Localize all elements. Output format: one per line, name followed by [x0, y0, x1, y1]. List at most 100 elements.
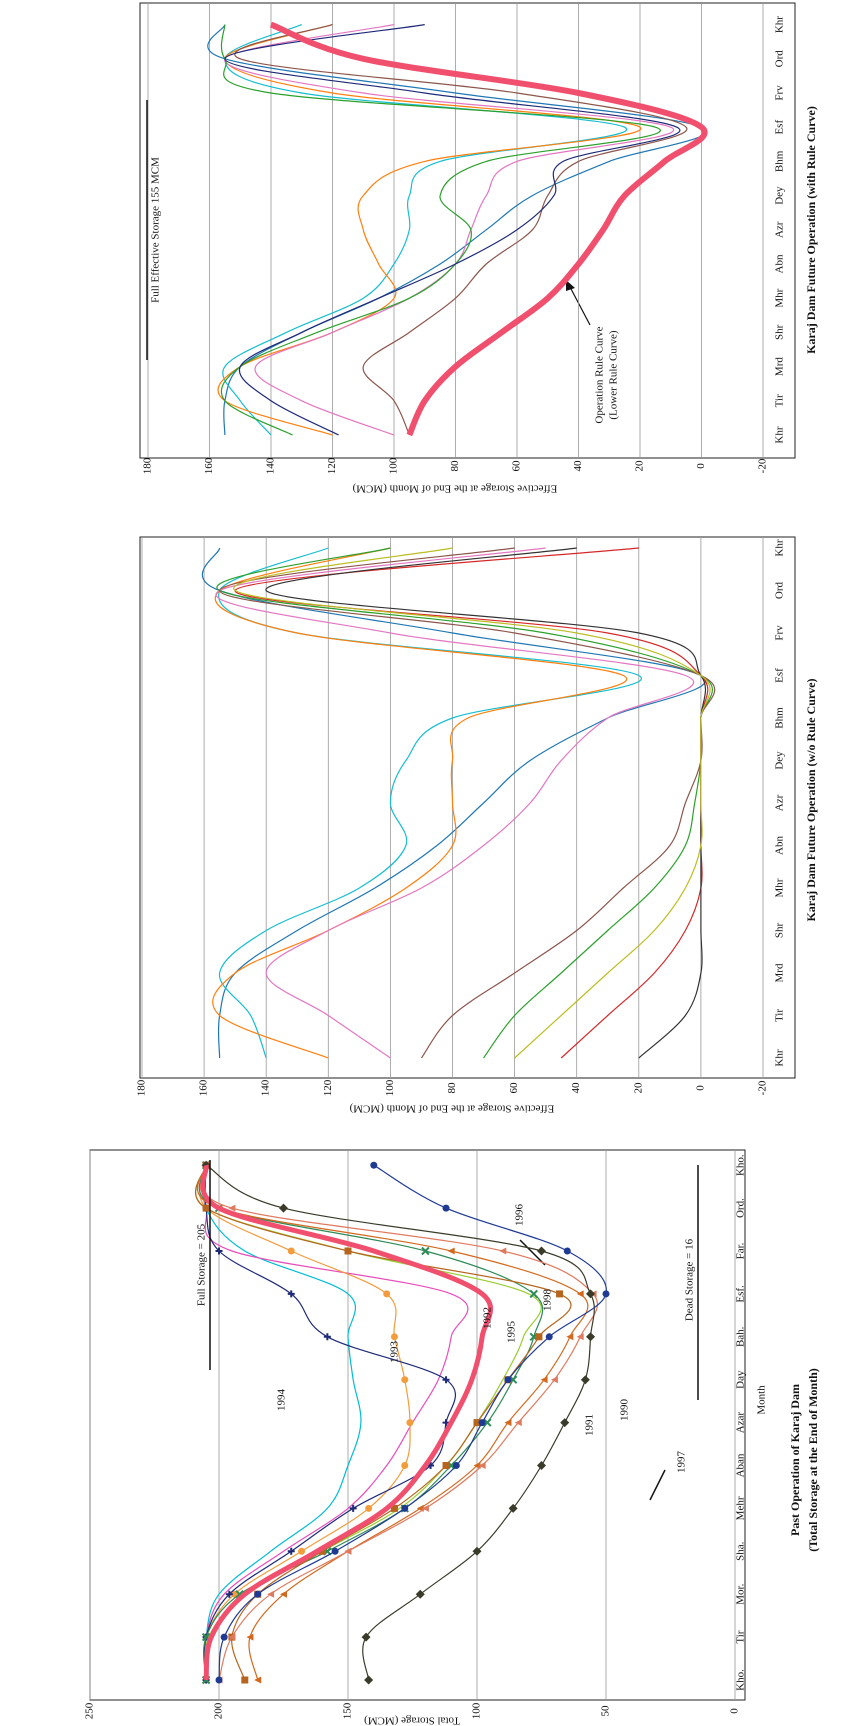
x-tick-label: Mhr — [774, 288, 786, 307]
y-tick-label: 0 — [729, 1708, 741, 1714]
marker — [361, 1632, 371, 1642]
marker — [215, 1247, 223, 1255]
marker — [344, 1247, 352, 1255]
y-tick-label: 50 — [600, 1705, 612, 1717]
x-tick-label: Sha. — [735, 1541, 747, 1561]
plot-frame — [139, 2, 796, 459]
x-tick-label: Esf. — [735, 1285, 747, 1303]
x-tick-label: Mrd — [774, 963, 786, 982]
series-line — [203, 1165, 469, 1681]
series-line — [224, 24, 681, 436]
x-tick-label: Mhr — [774, 878, 786, 897]
chart-title: Past Operation of Karaj Dam — [788, 1384, 802, 1536]
y-tick-label: 120 — [326, 457, 338, 474]
marker — [537, 1246, 546, 1256]
marker — [401, 1462, 409, 1469]
annotation: 1993 — [389, 1341, 401, 1364]
marker — [202, 1204, 210, 1212]
x-tick-label: Aban — [735, 1453, 747, 1477]
marker — [364, 1675, 374, 1685]
marker — [483, 1418, 492, 1427]
x-tick-label: Tir — [735, 1630, 747, 1643]
marker — [254, 1676, 262, 1684]
x-tick-label: Khr — [774, 16, 786, 33]
marker — [287, 1247, 295, 1255]
series-line — [222, 24, 628, 436]
y-tick-label: 250 — [84, 1702, 96, 1719]
marker — [280, 1590, 287, 1598]
y-axis-title: Effective Storage at the End of Month (M… — [349, 1102, 554, 1114]
marker — [287, 1547, 295, 1555]
y-tick-label: 160 — [203, 457, 215, 474]
x-tick-label: Day — [735, 1370, 747, 1389]
marker — [560, 1418, 570, 1428]
chart-subtitle: (Total Storage at the End of Month) — [806, 1368, 820, 1552]
marker — [452, 1462, 460, 1469]
marker — [566, 1333, 574, 1341]
series-line — [269, 21, 708, 437]
annotation: Dead Storage = 16 — [684, 1238, 696, 1321]
series-line — [217, 24, 642, 436]
x-tick-label: Khr — [774, 539, 786, 556]
series-line — [220, 24, 661, 436]
marker — [508, 1503, 518, 1513]
marker — [230, 1590, 238, 1598]
x-tick-label: Ord — [774, 581, 786, 599]
marker — [287, 1290, 295, 1298]
y-tick-label: 100 — [388, 457, 400, 474]
series-line — [234, 24, 688, 436]
x-tick-label: Azr — [774, 794, 786, 811]
annotation: 1991 — [584, 1414, 596, 1436]
y-axis-title: Effective Storage at the End of Month (M… — [352, 482, 557, 494]
y-tick-label: 100 — [384, 1079, 396, 1096]
series-line — [203, 1165, 457, 1681]
y-tick-label: 40 — [572, 460, 584, 472]
series-line — [201, 547, 706, 1059]
series-line — [207, 24, 707, 436]
marker — [529, 1289, 538, 1299]
x-tick-label: Kho. — [735, 1669, 747, 1691]
series-line — [198, 1165, 544, 1681]
marker — [383, 1290, 391, 1298]
y-tick-label: 180 — [142, 457, 154, 474]
marker — [537, 1461, 546, 1470]
x-tick-label: Mrd — [774, 357, 786, 376]
marker — [421, 1246, 430, 1256]
series-line — [215, 547, 695, 1059]
x-tick-label: Dey — [774, 751, 786, 770]
y-tick-label: -20 — [757, 1080, 769, 1095]
marker — [370, 1161, 378, 1169]
annotation-arrow — [649, 1469, 666, 1501]
y-tick-label: -20 — [757, 458, 769, 473]
x-tick-label: Shr — [774, 324, 786, 340]
x-tick-label: Frv — [774, 85, 786, 101]
annotation: Operation Rule Curve — [594, 326, 606, 423]
y-tick-label: 180 — [136, 1079, 148, 1096]
annotation: Full Storage = 205 — [196, 1223, 208, 1306]
series-line — [218, 547, 642, 1059]
x-axis-title: Month — [756, 1385, 768, 1415]
y-tick-label: 0 — [695, 463, 707, 469]
marker — [254, 1590, 262, 1598]
marker — [228, 1633, 236, 1641]
series-line — [219, 547, 716, 1059]
marker — [478, 1419, 486, 1427]
x-tick-label: Esf — [774, 120, 786, 135]
annotation: 1995 — [506, 1321, 518, 1344]
y-tick-label: 20 — [632, 1082, 644, 1094]
plot-frame — [89, 1149, 746, 1701]
marker — [225, 1590, 233, 1598]
marker — [586, 1289, 596, 1299]
annotation: 1997 — [676, 1451, 688, 1474]
series-line — [216, 547, 713, 1059]
series-line — [233, 547, 711, 1059]
marker — [401, 1504, 409, 1512]
x-tick-label: Frv — [774, 625, 786, 641]
marker — [563, 1247, 571, 1255]
arrow-head — [566, 280, 575, 291]
marker — [267, 1590, 275, 1598]
x-tick-label: Bhm — [774, 150, 786, 172]
series-line — [224, 24, 675, 436]
x-tick-label: Far. — [735, 1242, 747, 1259]
